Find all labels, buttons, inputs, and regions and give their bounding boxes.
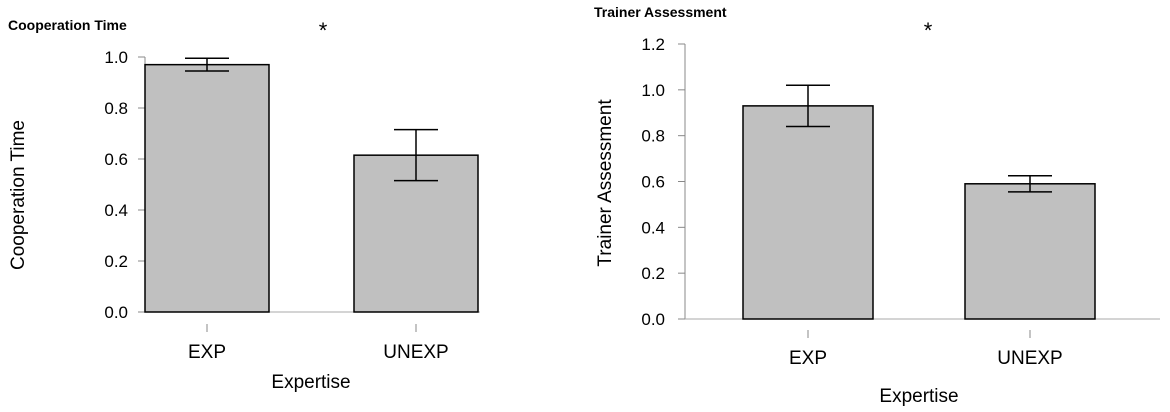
y-tick-label: 0.0 (641, 310, 665, 329)
y-tick-label: 0.8 (641, 127, 665, 146)
error-bar-unexp (394, 128, 438, 182)
chart-title: Cooperation Time (8, 17, 127, 33)
bar-unexp (964, 183, 1096, 320)
x-axis-label: Expertise (271, 372, 350, 393)
error-bar-unexp (1008, 175, 1052, 193)
bar-exp (742, 105, 874, 320)
chart-title: Trainer Assessment (594, 4, 727, 20)
x-tick-label-unexp: UNEXP (383, 342, 448, 363)
y-tick-label: 1.2 (641, 35, 665, 54)
x-tick-label-exp: EXP (188, 342, 226, 363)
x-tick-label-unexp: UNEXP (997, 348, 1062, 369)
y-tick-label: 0.2 (641, 264, 665, 283)
significance-marker: * (319, 18, 328, 43)
x-tick-label-exp: EXP (789, 348, 827, 369)
y-axis-label: Cooperation Time (8, 120, 29, 270)
y-tick-label: 0.8 (104, 99, 128, 118)
y-tick-label: 0.6 (104, 150, 128, 169)
x-axis-label: Expertise (879, 386, 958, 407)
bar-exp (144, 63, 270, 313)
y-axis-label: Trainer Assessment (595, 99, 616, 267)
y-tick-label: 0.0 (104, 303, 128, 322)
chart-panel-cooperation-time: Cooperation Time 0.0 0.2 0.4 0.6 0.8 1.0 EXP UNE… (8, 17, 480, 393)
y-tick-label: 1.0 (104, 48, 128, 67)
y-tick-label: 0.4 (641, 218, 665, 237)
significance-marker: * (924, 18, 933, 43)
y-tick-label: 0.2 (104, 252, 128, 271)
y-tick-label: 0.4 (104, 201, 128, 220)
chart-panel-trainer-assessment: Trainer Assessment 0.0 0.2 0.4 0.6 0.8 1.0 1.2 E… (594, 4, 1160, 407)
y-tick-label: 1.0 (641, 81, 665, 100)
y-tick-label: 0.6 (641, 173, 665, 192)
error-bar-exp (786, 84, 830, 128)
error-bar-exp (185, 57, 229, 72)
